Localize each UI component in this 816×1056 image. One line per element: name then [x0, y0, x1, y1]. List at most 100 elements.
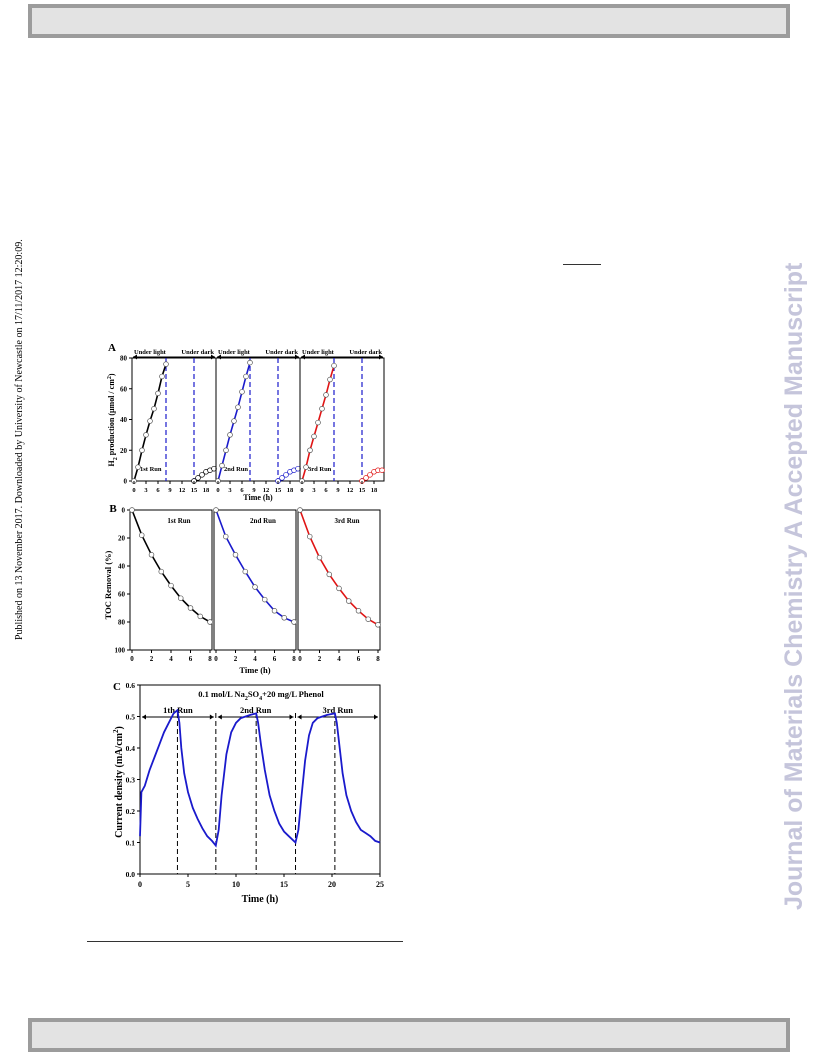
panel-b-point	[223, 533, 229, 540]
panel-a-light-point	[327, 376, 333, 383]
panel-b-xtick-label: 2	[150, 655, 154, 663]
panel-b-xtick-label: 4	[169, 655, 173, 663]
panel-a-ylabel-rest: production (μmol / cm	[107, 379, 116, 458]
panel-a-dark-point	[279, 475, 285, 481]
panel-a-light-point	[139, 447, 145, 454]
panel-a-ytick-label: 60	[120, 385, 128, 393]
panel-a-light-point	[151, 405, 157, 412]
panel-c-arrowhead	[297, 714, 302, 720]
panel-b-point	[375, 622, 381, 628]
panel-a-xtick-label: 18	[371, 487, 378, 494]
panel-a-light-point	[243, 373, 249, 380]
panel-c-ytick-label: 0.2	[126, 807, 136, 816]
panel-b-point	[365, 616, 372, 622]
panel-a-light-point	[311, 433, 317, 440]
panel-c-xtick-label: 20	[328, 880, 336, 889]
panel-b-point	[252, 584, 258, 590]
panel-c-ytick-label: 0.0	[126, 870, 136, 879]
panel-a-xtick-label: 6	[240, 487, 244, 494]
panel-c-title-end: +20 mg/L Phenol	[262, 689, 324, 699]
panel-a-dark-label: Under dark	[349, 349, 382, 356]
panel-c-ytick-label: 0.3	[126, 776, 136, 785]
panel-a-light-point	[135, 464, 141, 470]
panel-a-xtick-label: 15	[275, 487, 282, 494]
panel-c-xtick-label: 5	[186, 880, 190, 889]
panel-a-xlabel: Time (h)	[243, 493, 273, 502]
panel-c-ytick-label: 0.6	[126, 681, 136, 690]
panel-b-point	[355, 608, 362, 614]
panel-a-ytick-label: 0	[124, 478, 128, 486]
panel-b-run-label: 2nd Run	[250, 517, 276, 525]
panel-a-xtick-label: 3	[144, 487, 148, 494]
panel-b-ytick-label: 20	[118, 535, 126, 543]
panel-b-xlabel: Time (h)	[239, 665, 270, 675]
panel-b-frame	[213, 509, 297, 651]
panel-a-run-label: 1st Run	[140, 466, 162, 473]
panel-a-ylabel-sub: 2	[113, 457, 119, 460]
panel-a-light-point	[235, 404, 241, 410]
panel-a-ytick-label: 80	[120, 355, 128, 363]
panel-b-point	[297, 507, 303, 513]
panel-b-ytick-label: 100	[115, 647, 126, 655]
footnote-rule	[87, 941, 403, 942]
panel-b-point	[168, 582, 174, 589]
panel-label-a: A	[108, 342, 116, 354]
panel-c-title-main: 0.1 mol/L Na	[198, 689, 245, 699]
panel-a-light-label: Under light	[134, 349, 167, 356]
panel-c-run-label: 2nd Run	[240, 705, 272, 715]
panel-b-point	[336, 585, 342, 592]
panel-a-frame	[299, 357, 385, 482]
panel-c-title: 0.1 mol/L Na2SO4+20 mg/L Phenol	[198, 689, 324, 702]
panel-b-point	[158, 568, 165, 575]
panel-a-ytick-label: 40	[120, 416, 128, 424]
panel-b-ytick-label: 0	[122, 507, 126, 515]
panel-b-point	[207, 619, 213, 625]
panel-b-point	[271, 608, 278, 614]
panel-b-line	[299, 509, 379, 626]
panel-b-run-label: 3rd Run	[334, 517, 359, 525]
panel-a-dark-point	[363, 475, 369, 481]
panel-a-light-point	[227, 432, 233, 438]
panel-a-run-label: 2nd Run	[224, 466, 248, 473]
panel-a-xtick-label: 15	[359, 487, 366, 494]
panel-label-c: C	[113, 681, 121, 693]
panel-c-title-sub1: 2	[245, 696, 248, 702]
panel-a-xtick-label: 0	[216, 487, 219, 494]
panel-a-light-point	[147, 418, 153, 424]
panel-a-arrowhead	[211, 354, 215, 360]
panel-b-ytick-label: 40	[118, 563, 126, 571]
panel-b-point	[187, 605, 194, 611]
panel-c-ytick-label: 0.4	[126, 744, 136, 753]
panel-c-ytick-label: 0.5	[126, 713, 136, 722]
panel-b-point	[178, 595, 184, 601]
panel-b-xtick-label: 6	[357, 655, 361, 663]
panel-c-xtick-label: 15	[280, 880, 288, 889]
panel-b-xtick-label: 8	[292, 655, 296, 663]
panel-b-frame	[297, 509, 381, 651]
panel-a-xtick-label: 0	[132, 487, 135, 494]
panel-c-xtick-label: 10	[232, 880, 240, 889]
panel-a-light-point	[159, 373, 165, 380]
panel-a-light-point	[323, 392, 329, 398]
panel-b-xtick-label: 6	[189, 655, 193, 663]
panel-c-run-label: 3rd Run	[323, 705, 354, 715]
panel-b-point	[148, 552, 155, 558]
panel-b-line	[131, 509, 211, 623]
panel-a-xtick-label: 0	[300, 487, 303, 494]
panel-a-ylabel-end: )	[107, 373, 116, 376]
panel-a-ylabel-main: H	[107, 460, 116, 467]
panel-b-point	[197, 613, 204, 620]
panel-a-arrowhead	[379, 354, 383, 360]
panel-a-xtick-label: 9	[252, 487, 256, 494]
panel-c-current-line	[139, 708, 381, 848]
panel-a-arrowhead	[295, 354, 299, 360]
panel-c-title-sub2: 4	[259, 696, 262, 702]
panel-b-point	[316, 554, 323, 561]
panel-b-xtick-label: 2	[234, 655, 238, 663]
short-rule	[563, 264, 601, 265]
panel-b-frame	[129, 509, 213, 651]
panel-b-line	[215, 509, 295, 623]
panel-a-xtick-label: 18	[287, 487, 294, 494]
panel-b-point	[346, 598, 352, 604]
